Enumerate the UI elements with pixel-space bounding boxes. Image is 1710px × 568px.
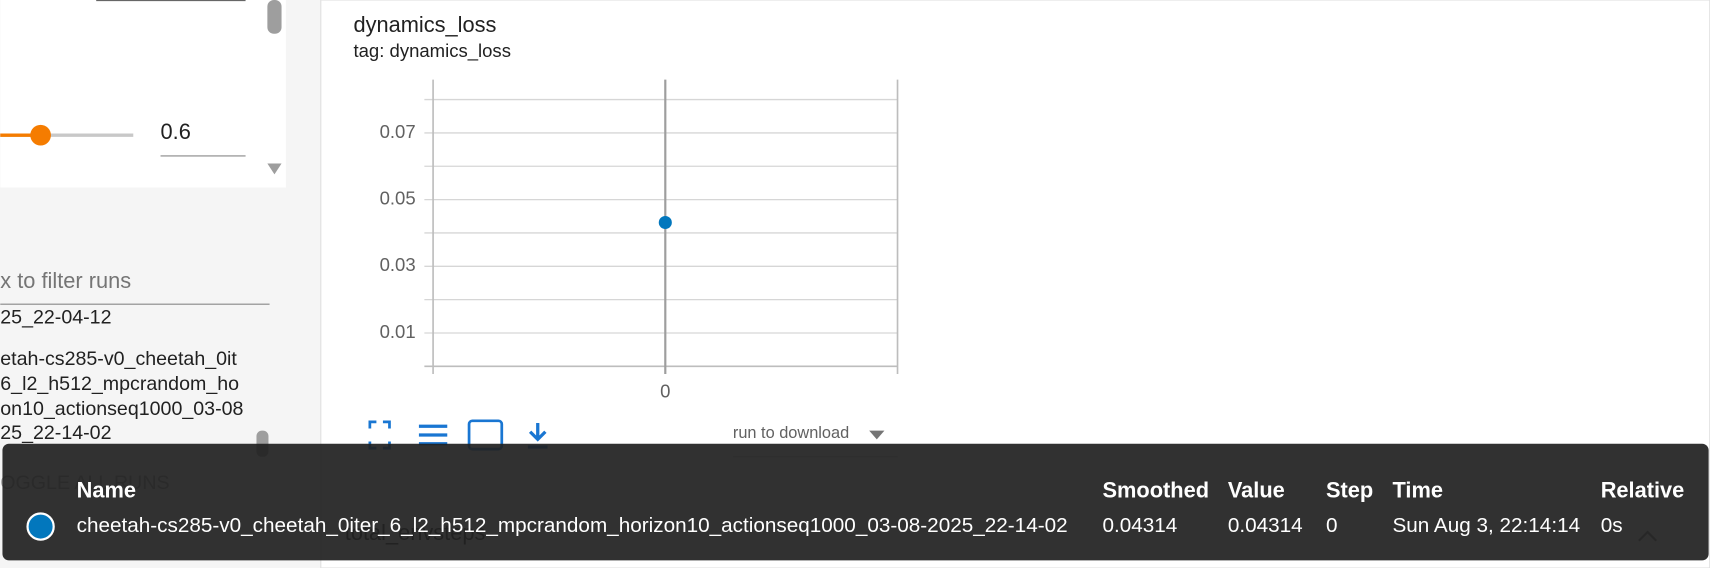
column-header: Step	[1326, 477, 1373, 502]
tooltip	[2, 443, 1709, 561]
scrollbar-thumb[interactable]	[267, 0, 282, 34]
smoothing-value[interactable]: 0.6	[161, 119, 191, 144]
y-tick-label: 0.05	[380, 188, 416, 209]
run-name[interactable]: etah-cs285-v0_cheetah_0it	[0, 348, 237, 370]
run-name[interactable]: on10_actionseq1000_03-08	[0, 398, 243, 420]
column-header: Value	[1228, 477, 1285, 502]
run-color-swatch	[26, 512, 55, 541]
cell: 0.04314	[1102, 514, 1177, 537]
plot-frame	[424, 79, 899, 374]
scroll-down[interactable]	[267, 163, 282, 175]
download-select[interactable]: run to download	[733, 424, 849, 442]
y-tick-label: 0.03	[380, 254, 416, 275]
filter-input[interactable]: x to filter runs	[0, 268, 131, 293]
fullscreen-button[interactable]	[368, 420, 391, 450]
cell: 0.04314	[1228, 514, 1303, 537]
data-point	[658, 215, 672, 230]
column-header: Time	[1392, 477, 1442, 502]
cell: cheetah-cs285-v0_cheetah_0iter_6_l2_h512…	[77, 514, 1068, 537]
cell: 0	[1326, 514, 1338, 537]
card-title: dynamics_loss	[354, 12, 497, 37]
column-header: Relative	[1601, 477, 1685, 502]
slider-knob[interactable]	[30, 124, 51, 146]
plot: 0.01 0.03 0.05 0.07 0	[380, 79, 899, 401]
column-header: Smoothed	[1102, 477, 1209, 502]
y-tick-label: 0.07	[380, 121, 416, 142]
dropdown-arrow[interactable]	[869, 430, 885, 440]
column-header: Name	[77, 477, 136, 502]
y-tick-label: 0.01	[380, 321, 416, 342]
cell: Sun Aug 3, 22:14:14	[1392, 514, 1580, 537]
cell: 0s	[1601, 514, 1623, 537]
card-tag: tag: dynamics_loss	[354, 40, 511, 62]
run-name[interactable]: 25_22-04-12	[0, 307, 111, 329]
run-name[interactable]: 6_l2_h512_mpcrandom_ho	[0, 373, 239, 395]
settings-panel	[0, 0, 286, 188]
x-tick-label: 0	[660, 380, 670, 401]
run-name[interactable]: 25_22-14-02	[0, 422, 111, 444]
tooltip-table: Name Smoothed Value Step Time Relative cheetah…	[26, 477, 1685, 541]
